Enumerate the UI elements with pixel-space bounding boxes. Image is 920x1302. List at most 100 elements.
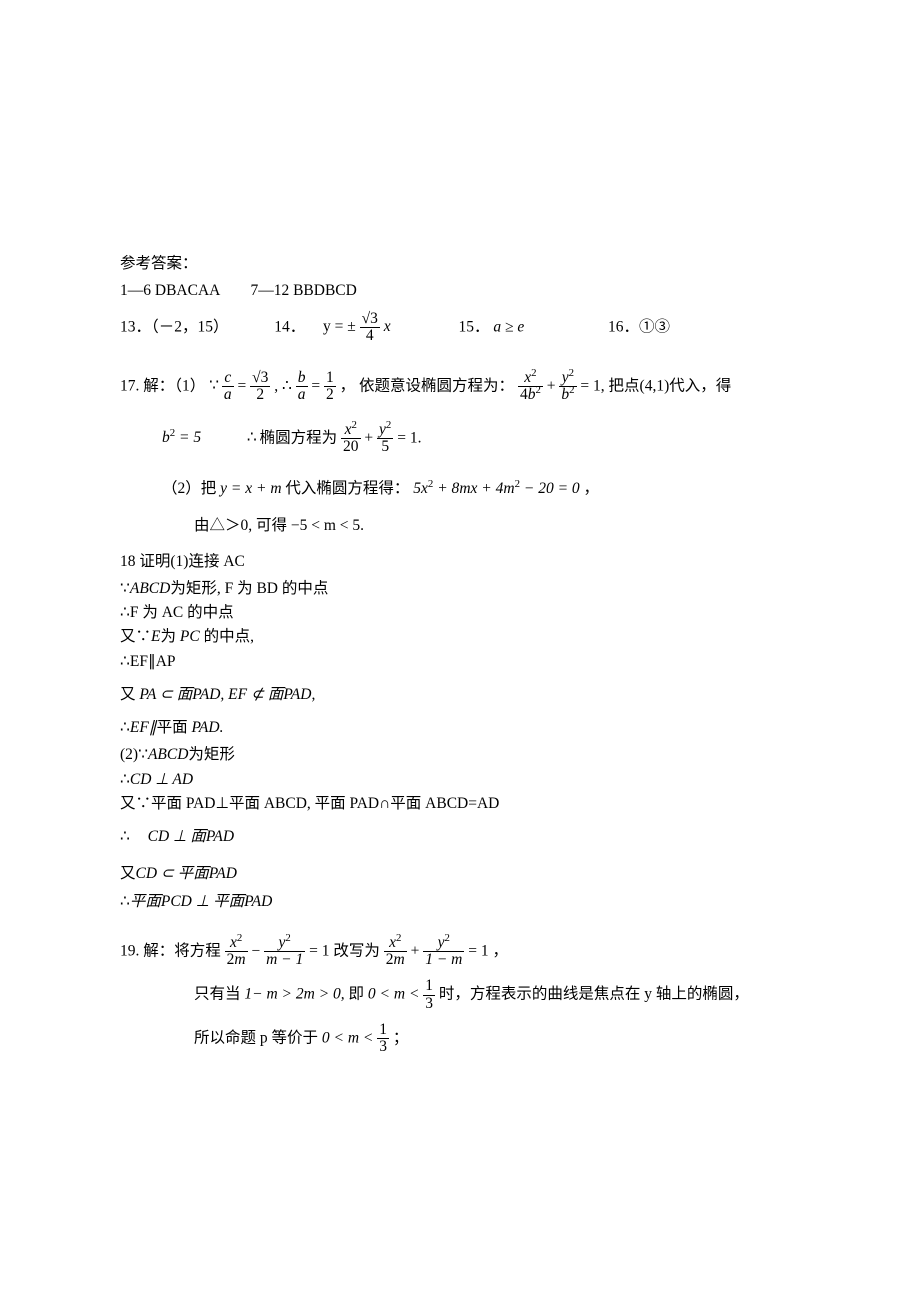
header-title: 参考答案：	[120, 252, 800, 275]
frac13d: 3	[423, 995, 435, 1012]
num-s3: √3	[250, 370, 270, 386]
pcd-perp-pad: 平面PCD ⊥ 平面PAD	[130, 893, 272, 910]
hx: x	[230, 934, 237, 951]
b2: b	[561, 386, 569, 403]
fx: x	[345, 421, 352, 438]
cd-perp-ad: CD ⊥ AD	[130, 771, 193, 788]
q14-label: 14．	[274, 318, 305, 335]
only-when: 只有当	[194, 986, 241, 1003]
q14-den: 4	[360, 327, 380, 344]
q19-tail: ，	[493, 942, 509, 959]
eq1-19: = 1	[309, 942, 329, 959]
frac-a2: a	[296, 386, 308, 403]
fyd: 5	[377, 438, 393, 455]
range-a: 0 < m <	[368, 986, 420, 1003]
fy: y	[379, 421, 386, 438]
q18-l10: 又∵平面 PAD⊥平面 ABCD, 平面 PAD∩平面 ABCD=AD	[120, 792, 800, 815]
cd-sub-pad: CD ⊂ 平面PAD	[136, 865, 237, 882]
q16: 16．①③	[608, 318, 670, 335]
abcd2: ABCD	[148, 746, 188, 763]
q18-l7: ∴EF∥平面 PAD.	[120, 716, 800, 739]
plane: 平面	[157, 719, 192, 736]
b2-eq-5: b2 = 5	[162, 429, 201, 446]
rewrite: 改写为	[333, 942, 380, 959]
answer-key-page: 参考答案： 1—6 DBACAA 7—12 BBDBCD 13．（－2，15） …	[0, 0, 920, 1145]
semi: ；	[393, 1029, 409, 1046]
frac13n: 1	[423, 978, 435, 994]
q17-lead: 17. 解：（1）	[120, 377, 205, 394]
q18-l4e: 的中点,	[200, 628, 254, 645]
plus2: +	[364, 429, 373, 446]
minus: −	[251, 942, 260, 959]
q18-l1: 18 证明(1)连接 AC	[120, 550, 800, 573]
p2-because: (2)∵	[120, 746, 148, 763]
q17-p2-mid: 代入椭圆方程得：	[285, 480, 409, 497]
num-1: 1	[324, 370, 336, 386]
comma2: ，	[340, 377, 356, 394]
q17-set-text: 依题意设椭圆方程为：	[359, 377, 514, 394]
q15-equation: a ≥ e	[493, 318, 524, 335]
q13: 13．（－2，15）	[120, 318, 229, 335]
eq-one: = 1,	[580, 377, 604, 394]
plus19: +	[411, 942, 420, 959]
abcd: ABCD	[130, 580, 170, 597]
hyd: m − 1	[264, 951, 305, 968]
also-because: 又∵	[120, 628, 151, 645]
discriminant: 由△＞0, 可得 −5 < m < 5.	[194, 517, 364, 534]
because-icon: ∵	[209, 374, 218, 397]
q18-l6: 又 PA ⊂ 面PAD, EF ⊄ 面PAD,	[120, 683, 800, 706]
fxd: 20	[341, 438, 361, 455]
comma-therefore: , ∴	[274, 377, 292, 394]
ex: x	[389, 934, 396, 951]
q19-l3: 所以命题 p 等价于 0 < m < 1 3 ；	[120, 1022, 800, 1056]
frac-b: b	[296, 370, 308, 386]
multiple-choice-answers: 1—6 DBACAA 7—12 BBDBCD	[120, 279, 800, 302]
den-2b: 2	[324, 386, 336, 403]
q18-l2: ∵ABCD为矩形, F 为 BD 的中点	[120, 577, 800, 600]
q18-l9: ∴CD ⊥ AD	[120, 768, 800, 791]
y: y	[562, 369, 569, 386]
q17-p2-lead: （2）把	[162, 480, 220, 497]
also: 又	[120, 686, 139, 703]
wei: 为	[160, 628, 179, 645]
feq: = 1.	[397, 429, 421, 446]
frac13d2: 3	[377, 1038, 389, 1055]
q17-line2: b2 = 5 ∴ 椭圆方程为 x2 20 + y2 5 = 1.	[120, 422, 800, 456]
frac-c: c	[222, 370, 234, 386]
therefore2: ∴	[120, 719, 130, 736]
pa-subset: PA ⊂ 面PAD, EF ⊄ 面PAD,	[139, 686, 315, 703]
q18-l2c: 为矩形, F 为 BD 的中点	[170, 580, 328, 597]
eq2: =	[311, 377, 320, 394]
pad: PAD.	[191, 719, 223, 736]
q19-l1: 19. 解：将方程 x2 2m − y2 m − 1 = 1 改写为 x2 2m…	[120, 935, 800, 969]
therefore4: ∴	[120, 828, 130, 845]
therefore-icon: ∴	[247, 426, 256, 449]
eq1b: = 1	[468, 942, 488, 959]
q18-l3: ∴F 为 AC 的中点	[120, 601, 800, 624]
so-p: 所以命题 p 等价于	[194, 1029, 318, 1046]
put-point: 把点(4,1)代入，得	[609, 377, 732, 394]
q18-l4: 又∵E为 PC 的中点,	[120, 625, 800, 648]
ey: y	[438, 934, 445, 951]
range-b: 0 < m <	[322, 1029, 374, 1046]
eq: =	[238, 377, 247, 394]
cond: 1− m > 2m > 0,	[244, 986, 344, 1003]
q17-line3: （2）把 y = x + m 代入椭圆方程得： 5x2 + 8mx + 4m2 …	[120, 477, 800, 500]
q17-p2-eq: 5x2 + 8mx + 4m2 − 20 = 0	[413, 480, 579, 497]
therefore5: ∴	[120, 893, 130, 910]
q18-l11: ∴ CD ⊥ 面PAD	[120, 825, 800, 848]
PC: PC	[180, 628, 200, 645]
q15-label: 15．	[458, 318, 489, 335]
q19-l2-mid: 时，方程表示的曲线是焦点在 y 轴上的椭圆，	[439, 986, 749, 1003]
frac13n2: 1	[377, 1022, 389, 1038]
q14-lead: y = ±	[323, 318, 356, 335]
frac-a: a	[222, 386, 234, 403]
because-icon-2: ∵	[120, 580, 130, 597]
q18-l12: 又CD ⊂ 平面PAD	[120, 862, 800, 885]
also2: 又	[120, 865, 136, 882]
q14-equation: y = ± √3 4 x	[323, 318, 395, 335]
den-2: 2	[250, 386, 270, 403]
q17-line4: 由△＞0, 可得 −5 < m < 5.	[120, 514, 800, 537]
q18-l8: (2)∵ABCD为矩形	[120, 743, 800, 766]
plus: +	[547, 377, 556, 394]
